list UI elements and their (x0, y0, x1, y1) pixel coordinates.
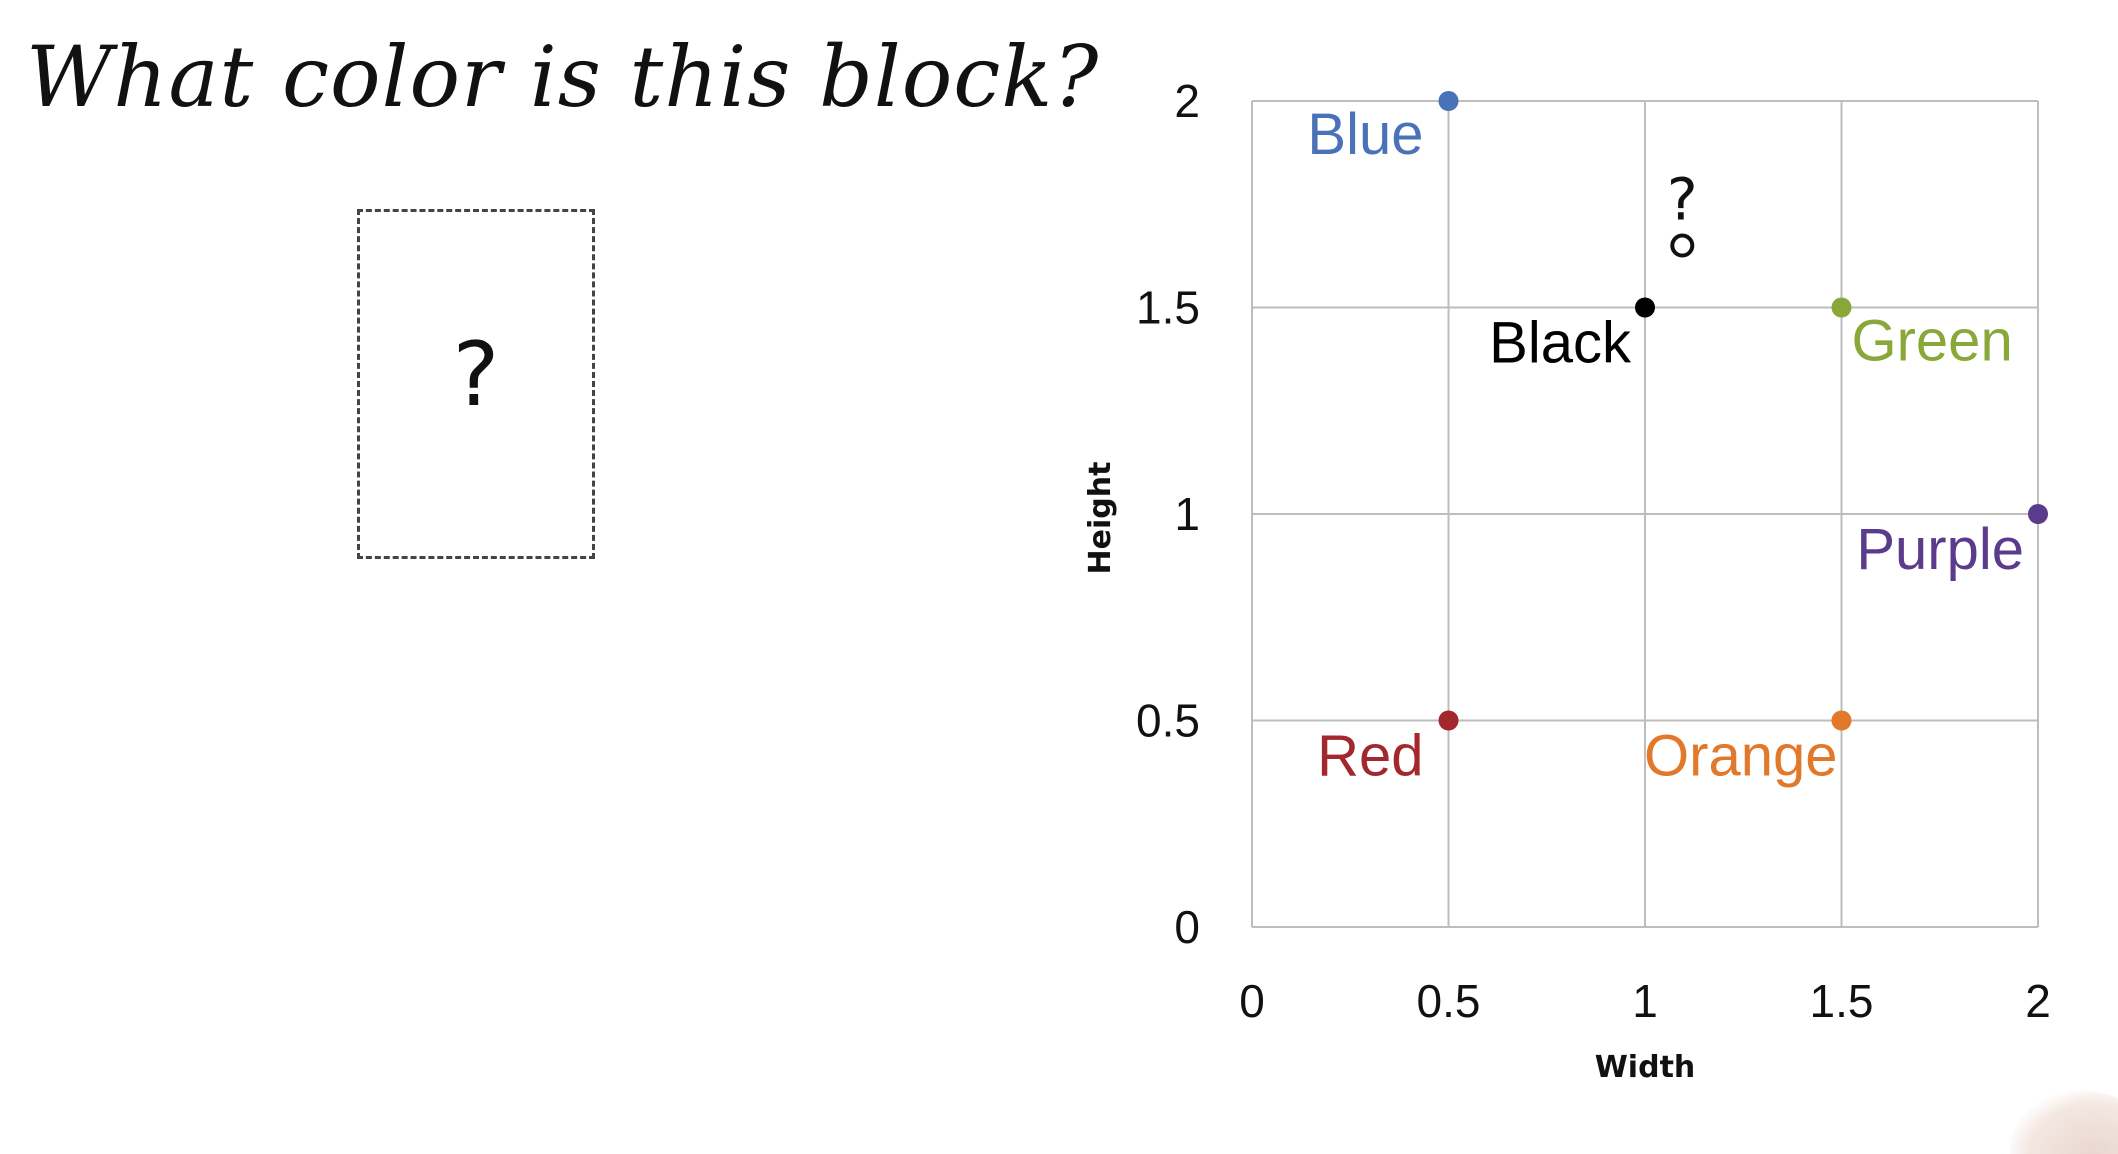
x-tick-label: 1 (1632, 975, 1658, 1027)
chart-axis-titles: Width Height (1083, 462, 1695, 1085)
question-title: What color is this block? (26, 28, 1100, 126)
data-point-orange (1831, 710, 1852, 731)
data-point-red (1438, 710, 1459, 731)
chart-tick-labels: 0 0.5 1 1.5 2 0 0.5 1 1.5 2 (1136, 75, 2051, 1027)
x-tick-label: 1.5 (1810, 975, 1874, 1027)
chart-points: Blue Black Green Purple Red Orange (1307, 91, 2048, 789)
chart-grid (1251, 100, 2039, 928)
y-tick-label: 1 (1174, 488, 1200, 540)
data-label-green: Green (1852, 309, 2013, 374)
query-point-label: ? (1667, 166, 1698, 234)
y-tick-label: 0 (1174, 901, 1200, 953)
data-point-green (1831, 297, 1852, 318)
x-tick-label: 0.5 (1417, 975, 1481, 1027)
data-label-orange: Orange (1644, 724, 1837, 789)
y-tick-label: 1.5 (1136, 282, 1200, 334)
data-label-black: Black (1489, 311, 1632, 376)
y-tick-label: 2 (1174, 75, 1200, 127)
chart-query: ? (1667, 166, 1698, 258)
y-tick-label: 0.5 (1136, 695, 1200, 747)
mystery-block-question-mark: ? (452, 322, 500, 426)
data-label-blue: Blue (1307, 102, 1423, 167)
query-point (1670, 233, 1695, 258)
data-label-purple: Purple (1856, 517, 2024, 582)
data-label-red: Red (1317, 724, 1423, 789)
x-tick-label: 2 (2025, 975, 2051, 1027)
data-point-black (1635, 297, 1655, 318)
x-tick-label: 0 (1239, 975, 1265, 1027)
data-point-blue (1438, 91, 1459, 111)
y-axis-title: Height (1083, 462, 1118, 575)
mystery-block: ? (357, 209, 595, 559)
data-point-purple (2028, 504, 2048, 524)
x-axis-title: Width (1595, 1050, 1696, 1085)
